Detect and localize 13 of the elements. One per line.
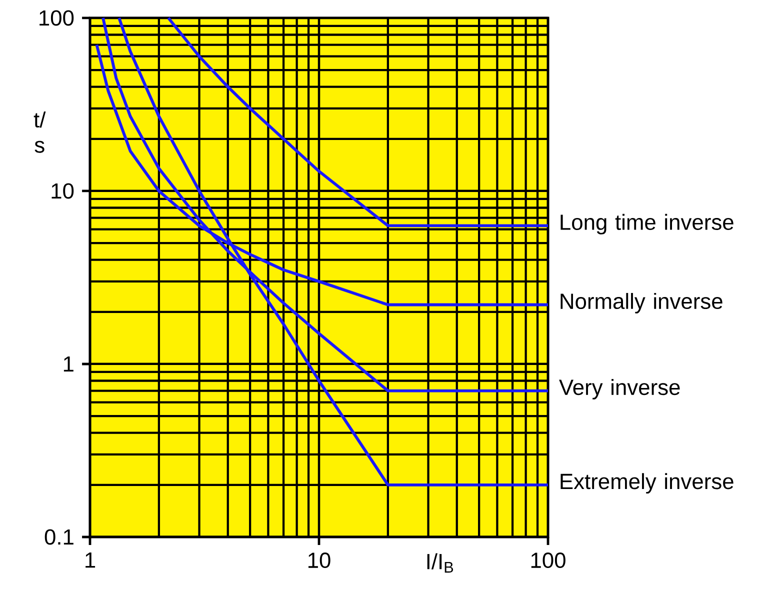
series-label: Long time inverse bbox=[560, 214, 734, 234]
series-label: Extremely inverse bbox=[560, 473, 734, 494]
x-tick-label: 100 bbox=[531, 552, 566, 568]
y-axis-title: t/ s bbox=[34, 112, 46, 153]
x-axis-title: I/I$_{B}$ bbox=[427, 553, 454, 573]
series-label: Very inverse bbox=[559, 379, 680, 400]
y-tick-label: 100 bbox=[40, 10, 74, 26]
x-tick-label: 1 bbox=[86, 552, 96, 568]
x-tick-label: 10 bbox=[308, 552, 330, 568]
y-tick-label: 10 bbox=[52, 183, 74, 199]
y-tick-label: 1 bbox=[64, 356, 74, 372]
y-tick-label: 0.1 bbox=[44, 529, 74, 545]
series-label: Normally inverse bbox=[560, 292, 722, 314]
